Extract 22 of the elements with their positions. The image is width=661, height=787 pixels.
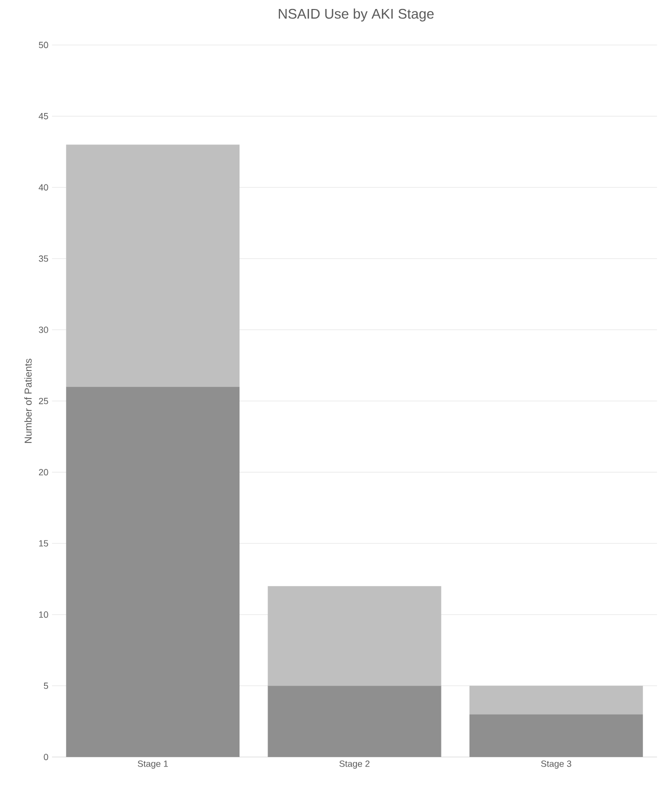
bar <box>469 686 643 714</box>
bar <box>66 144 240 387</box>
bar <box>66 386 240 757</box>
y-axis-title: Number of Patients <box>24 358 32 443</box>
y-tick-label: 30 <box>38 326 48 333</box>
chart-title: NSAID Use by AKI Stage <box>278 8 434 22</box>
bar <box>268 586 442 686</box>
y-tick-label: 15 <box>39 540 48 547</box>
y-tick-label: 40 <box>38 184 48 191</box>
y-tick-label: 10 <box>39 611 48 618</box>
bar <box>469 714 643 757</box>
y-tick-label: 50 <box>38 42 48 48</box>
y-tick-label: 5 <box>44 682 48 689</box>
y-tick-label: 0 <box>44 754 48 760</box>
x-tick-label: Stage 2 <box>339 760 370 769</box>
y-tick-label: 25 <box>38 398 48 404</box>
y-tick-label: 45 <box>38 113 48 120</box>
y-tick-label: 35 <box>38 255 48 262</box>
bar <box>268 686 442 757</box>
x-tick-label: Stage 1 <box>138 760 168 769</box>
y-tick-label: 20 <box>38 469 48 476</box>
x-tick-label: Stage 3 <box>541 760 572 769</box>
